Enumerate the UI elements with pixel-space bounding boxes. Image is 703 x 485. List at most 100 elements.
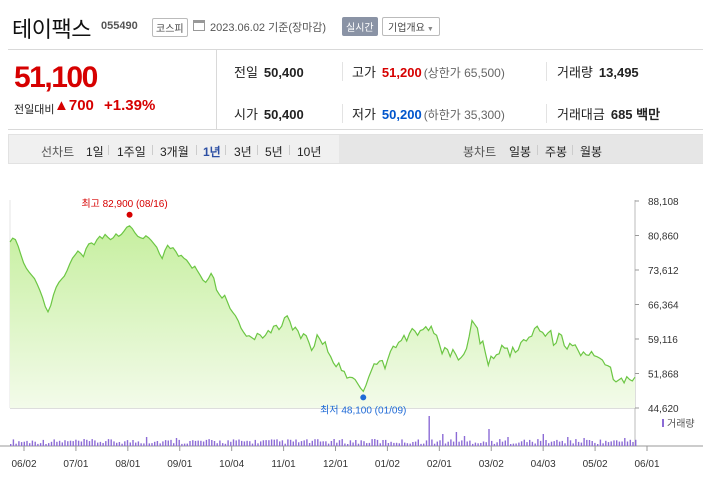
volume-bar <box>235 440 237 446</box>
x-tick-label: 12/01 <box>323 459 348 470</box>
volume-bar <box>618 441 621 446</box>
volume-bar <box>428 416 430 446</box>
period-1y[interactable]: 1년 <box>203 145 221 159</box>
volume-legend: 거래량 <box>667 418 695 430</box>
volume-bar <box>442 434 444 446</box>
company-overview-label: 기업개요 <box>388 23 425 34</box>
volume-bar <box>357 443 360 446</box>
period-10y[interactable]: 10년 <box>297 145 322 159</box>
volume-bar <box>613 440 615 446</box>
period-3m[interactable]: 3개월 <box>160 145 189 159</box>
volume-bar <box>140 443 142 446</box>
volume-bar <box>382 440 384 446</box>
volume-bar <box>126 440 129 446</box>
volume-bar <box>510 444 512 446</box>
volume-bar <box>238 439 240 446</box>
period-separator <box>289 145 290 155</box>
volume-bar <box>20 442 23 446</box>
open-value: 50,400 <box>263 107 304 122</box>
volume-bar <box>151 443 153 446</box>
prev-close-value: 50,400 <box>263 65 304 80</box>
quote-grid: 전일 50,400 고가 51,200 (상한가 65,500) 거래량 13,495 … <box>216 50 703 129</box>
volume-bar <box>154 441 156 446</box>
volume-bar <box>211 440 213 446</box>
volume-bar <box>137 441 140 446</box>
volume-bar <box>567 437 569 446</box>
price-chart[interactable]: 88,108 80,860 73,612 66,364 59,116 51,868 44,6… <box>0 178 703 485</box>
volume-bar <box>344 443 346 446</box>
volume-bar <box>186 443 188 446</box>
volume-bar <box>53 439 55 446</box>
volume-bar <box>303 440 305 446</box>
volume-bar <box>591 441 593 446</box>
volume-bar <box>385 439 387 446</box>
volume-bar <box>230 441 232 446</box>
volume-bar <box>10 444 12 446</box>
volume-bar <box>414 441 417 446</box>
volume-bar <box>143 443 145 446</box>
x-tick-label: 09/01 <box>167 459 192 470</box>
candle-weekly[interactable]: 주봉 <box>545 145 568 159</box>
volume-bar <box>129 442 131 446</box>
volume-legend-swatch <box>662 419 664 427</box>
y-tick-label: 51,868 <box>648 370 679 381</box>
volume-bar <box>287 439 289 446</box>
volume-bar <box>80 441 83 446</box>
volume-bar <box>284 443 286 446</box>
volume-bar <box>173 443 175 446</box>
candle-monthly[interactable]: 월봉 <box>580 145 603 159</box>
period-3y[interactable]: 3년 <box>234 145 252 159</box>
company-overview-button[interactable]: 기업개요 ▼ <box>382 17 440 36</box>
volume-bar <box>626 441 629 446</box>
volume-bar <box>232 439 235 446</box>
volume-bar <box>145 437 148 446</box>
volume-bar <box>64 440 66 446</box>
price-area <box>10 225 635 408</box>
volume-bar <box>520 441 523 446</box>
volume-bar <box>216 443 218 446</box>
candle-daily[interactable]: 일봉 <box>509 145 532 159</box>
volume-bar <box>433 443 436 446</box>
volume-bar <box>482 441 485 446</box>
trade-amount: 거래대금 685 백만 <box>546 104 660 123</box>
volume-bar <box>257 443 259 446</box>
volume-bar <box>121 443 123 446</box>
prev-close: 전일 50,400 <box>234 62 304 81</box>
period-separator <box>196 145 197 155</box>
volume-bar <box>99 441 102 446</box>
realtime-button[interactable]: 실시간 <box>342 17 378 36</box>
volume-bar <box>88 441 91 446</box>
volume: 거래량 13,495 <box>546 62 639 81</box>
period-5y[interactable]: 5년 <box>265 145 283 159</box>
volume-bar <box>336 442 338 446</box>
volume-bar <box>58 440 61 446</box>
volume-bar <box>496 442 498 446</box>
volume-bar <box>34 441 36 446</box>
period-1w[interactable]: 1주일 <box>117 145 146 159</box>
volume-bar <box>548 443 550 446</box>
volume-bar <box>374 439 376 446</box>
volume-bar <box>113 441 115 446</box>
volume-bar <box>635 439 637 446</box>
volume-bar <box>534 443 536 446</box>
volume-bar <box>31 440 34 446</box>
volume-bar <box>159 443 161 446</box>
volume-bar <box>42 439 44 446</box>
volume-bar <box>447 441 449 446</box>
volume-bar <box>273 439 275 446</box>
volume-bar <box>390 441 392 446</box>
volume-bar <box>200 440 202 446</box>
volume-bar <box>118 442 121 446</box>
volume-bar <box>412 442 414 446</box>
volume-bar <box>170 439 172 446</box>
volume-bar <box>48 443 50 446</box>
volume-bar <box>368 442 371 446</box>
period-1d[interactable]: 1일 <box>86 145 104 159</box>
current-price: 51,100 <box>14 61 98 94</box>
volume-bar <box>607 442 610 446</box>
y-tick-label: 88,108 <box>648 197 679 208</box>
volume-bar <box>29 443 31 446</box>
volume-bar <box>493 443 496 446</box>
volume-bar <box>270 439 273 446</box>
volume-bar <box>56 441 58 446</box>
